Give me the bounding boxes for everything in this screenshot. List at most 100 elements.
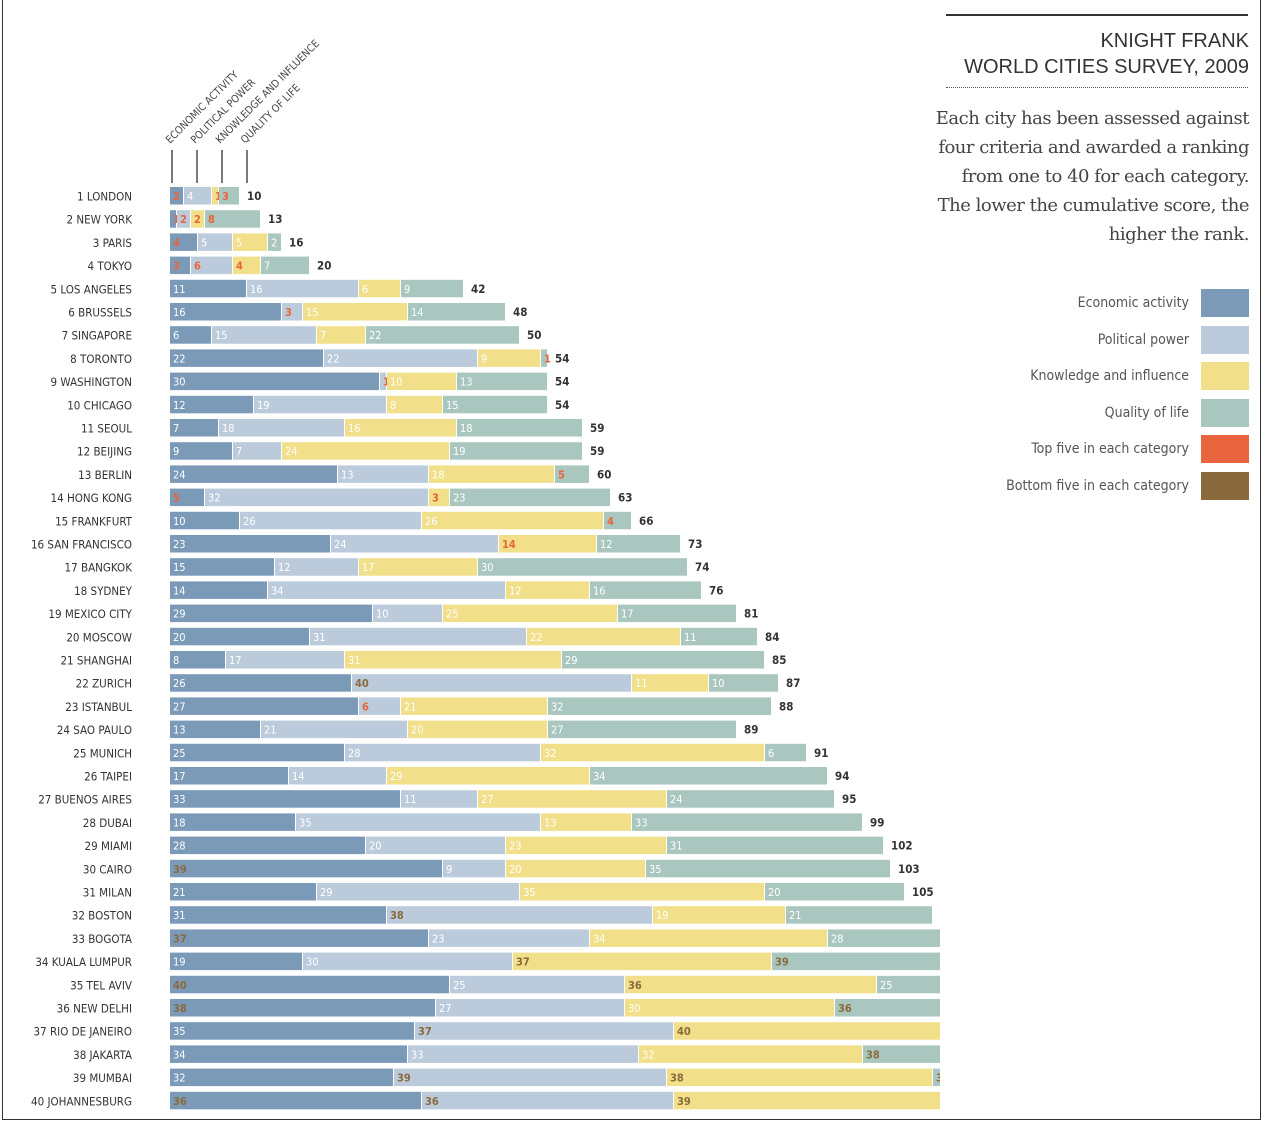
legend-item: Political power — [1006, 322, 1249, 359]
segment-value: 24 — [285, 445, 298, 458]
segment-value: 30 — [628, 1002, 641, 1015]
legend-label: Political power — [1097, 331, 1189, 348]
segment-value: 1 — [544, 352, 551, 365]
segment-value: 15 — [306, 306, 319, 319]
segment-value: 9 — [404, 283, 410, 296]
bar-segment — [387, 372, 456, 391]
bar-segment — [443, 604, 617, 623]
segment-value: 39 — [173, 863, 187, 876]
segment-value: 20 — [509, 863, 522, 876]
column-header: KNOWLEDGE AND INFLUENCE — [214, 38, 322, 146]
segment-value: 11 — [684, 631, 697, 644]
bar-segment — [184, 187, 211, 205]
bar-segment — [170, 883, 316, 901]
legend-swatch — [1201, 289, 1249, 318]
bar-segment — [317, 883, 519, 901]
segment-value: 31 — [670, 840, 683, 853]
bar-segment — [366, 836, 505, 855]
bar-segment — [289, 767, 386, 785]
bar-segment — [170, 952, 302, 971]
bar-segment — [170, 279, 246, 298]
bar-segment — [401, 279, 463, 298]
segment-value: 3 — [432, 492, 439, 505]
city-label: 32 BOSTON — [72, 909, 132, 923]
bar-segment — [170, 326, 211, 344]
segment-value: 36 — [628, 979, 642, 992]
bar-segment — [387, 767, 589, 785]
bar-segment — [387, 906, 652, 924]
segment-value: 30 — [173, 376, 186, 389]
bar-segment — [212, 187, 218, 205]
bar-segment — [506, 581, 589, 599]
segment-value: 9 — [481, 352, 487, 365]
bar-segment — [345, 419, 456, 437]
bar-segment — [674, 1022, 940, 1040]
segment-value: 23 — [509, 840, 522, 853]
bar-segment — [170, 674, 351, 692]
total-label: 88 — [779, 699, 793, 713]
segment-value: 20 — [173, 631, 186, 644]
segment-value: 35 — [299, 816, 312, 829]
bar-segment — [275, 558, 358, 576]
bar-segment — [268, 233, 281, 251]
segment-value: 15 — [215, 329, 228, 342]
bar-segment — [373, 604, 442, 623]
segment-value: 9 — [446, 863, 452, 876]
total-label: 76 — [709, 583, 723, 597]
city-label: 19 MEXICO CITY — [48, 607, 132, 621]
bar-segment — [436, 999, 624, 1017]
title-divider — [946, 87, 1248, 88]
city-label: 38 JAKARTA — [73, 1048, 132, 1062]
segment-value: 32 — [551, 700, 564, 713]
bar-segment — [429, 488, 449, 507]
segment-value: 15 — [173, 561, 186, 574]
city-label: 40 JOHANNESBURG — [31, 1094, 132, 1108]
segment-value: 31 — [173, 909, 186, 922]
segment-value: 6 — [362, 283, 368, 296]
segment-value: 18 — [460, 422, 473, 435]
bar-segment — [170, 1045, 407, 1063]
segment-value: 9 — [173, 445, 179, 458]
bar-segment — [541, 743, 764, 762]
bar-segment — [170, 1022, 414, 1040]
segment-value: 16 — [593, 584, 606, 597]
bar-segment — [478, 558, 687, 576]
bar-segment — [457, 372, 547, 391]
segment-value: 22 — [327, 352, 340, 365]
segment-value: 14 — [292, 770, 305, 783]
segment-value: 14 — [173, 584, 186, 597]
total-label: 54 — [555, 375, 569, 389]
bar-segment — [863, 1045, 940, 1063]
segment-value: 13 — [460, 376, 473, 389]
segment-value: 17 — [362, 561, 375, 574]
segment-value: 25 — [173, 747, 186, 760]
segment-value: 18 — [173, 816, 186, 829]
bar-segment — [170, 651, 225, 669]
bar-segment — [177, 210, 190, 228]
bar-segment — [352, 674, 631, 692]
segment-value: 19 — [173, 956, 186, 969]
city-label: 23 ISTANBUL — [65, 700, 132, 714]
total-label: 103 — [898, 862, 920, 876]
bar-segment — [877, 975, 940, 994]
segment-value: 3 — [285, 306, 292, 319]
segment-value: 2 — [271, 236, 277, 249]
bar-segment — [562, 651, 764, 669]
segment-value: 37 — [173, 932, 187, 945]
segment-value: 15 — [446, 399, 459, 412]
segment-value: 25 — [880, 979, 893, 992]
total-label: 99 — [870, 815, 884, 829]
bar-segment — [247, 279, 358, 298]
segment-value: 31 — [348, 654, 361, 667]
bar-segment — [443, 395, 547, 414]
bar-segment — [170, 187, 183, 205]
segment-value: 7 — [173, 422, 179, 435]
bar-segment — [170, 581, 267, 599]
bar-segment — [170, 372, 379, 391]
bar-segment — [618, 604, 736, 623]
segment-value: 11 — [635, 677, 648, 690]
city-label: 37 RIO DE JANEIRO — [34, 1025, 132, 1039]
bar-segment — [422, 1091, 673, 1110]
segment-value: 30 — [481, 561, 494, 574]
bar-segment — [828, 929, 940, 947]
